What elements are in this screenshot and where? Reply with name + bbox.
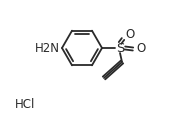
Text: HCl: HCl: [15, 98, 35, 112]
Text: O: O: [125, 28, 134, 40]
Text: O: O: [136, 42, 145, 56]
Text: H2N: H2N: [35, 42, 60, 54]
Text: S: S: [116, 42, 124, 54]
